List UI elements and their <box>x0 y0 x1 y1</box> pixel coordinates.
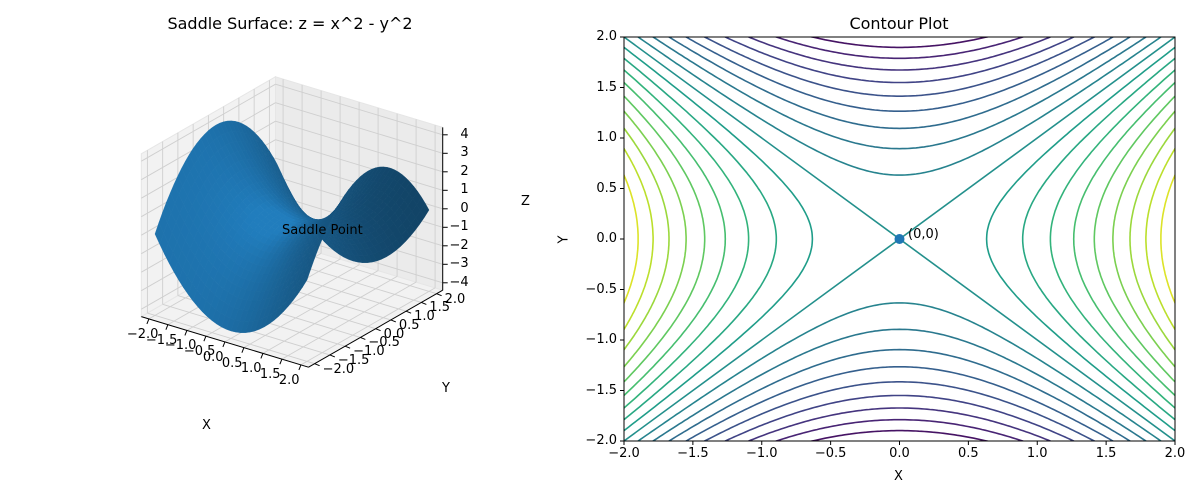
y-axis-tick: −1.0 <box>353 344 385 360</box>
saddle-surface <box>154 120 430 333</box>
saddle-point-annotation: Saddle Point <box>282 223 363 238</box>
contour-line <box>624 173 639 305</box>
saddle-point-marker <box>894 234 905 244</box>
y-axis-label: Y <box>442 381 450 396</box>
contour-x-tick: 1.0 <box>1026 446 1048 461</box>
y-axis-tick: 0.5 <box>398 317 420 333</box>
x-axis-label: X <box>202 418 211 433</box>
contour-line <box>702 37 1097 97</box>
contour-line <box>624 81 727 397</box>
contour-y-tick: 1.0 <box>596 130 617 145</box>
contour-line <box>624 109 687 369</box>
contour-line <box>636 37 1163 176</box>
y-axis-tick: 1.5 <box>429 300 451 316</box>
y-axis-tick: −2.0 <box>322 361 355 377</box>
contour-line <box>624 68 750 410</box>
contour-line <box>1093 95 1175 383</box>
contour-line <box>624 147 654 331</box>
contour-line <box>1021 57 1175 421</box>
z-axis-tick: −1 <box>449 219 469 235</box>
contour-y-tick: 0.0 <box>596 231 617 246</box>
contour-y-tick: −1.0 <box>585 332 617 347</box>
contour-line <box>746 407 1053 441</box>
z-axis-tick: 0 <box>460 200 469 216</box>
contour-chart-title: Contour Plot <box>849 14 949 33</box>
x-axis-tick: −1.0 <box>164 338 197 354</box>
contour-line <box>1145 147 1175 331</box>
contour-line <box>808 37 991 49</box>
contour-y-tick: −1.5 <box>585 382 617 398</box>
x-axis-tick: 1.0 <box>240 361 262 377</box>
surface-3d-plot: Saddle Point <box>140 75 448 371</box>
contour-line <box>684 37 1115 112</box>
contour-line <box>723 37 1076 84</box>
x-axis-tick: −1.5 <box>145 332 178 348</box>
contour-line <box>651 328 1148 441</box>
contour-line <box>985 46 1175 432</box>
z-axis-label: Z <box>521 194 530 209</box>
contour-line <box>636 302 1163 441</box>
y-axis-tick: 0.0 <box>383 326 405 342</box>
contour-line <box>667 37 1132 130</box>
contour-line <box>1129 126 1175 352</box>
contour-x-tick: −0.5 <box>814 446 847 461</box>
x-axis-tick: 1.5 <box>259 367 281 383</box>
contour-x-tick: −1.5 <box>677 446 709 461</box>
contour-y-tick: 1.5 <box>596 79 617 95</box>
contour-line <box>746 37 1053 71</box>
contour-x-tick: −2.0 <box>608 446 640 461</box>
z-axis-tick: −4 <box>449 274 469 290</box>
saddle-point-label: (0,0) <box>908 227 939 242</box>
contour-line <box>651 37 1148 150</box>
y-axis-tick: 2.0 <box>444 291 466 307</box>
contour-y-axis-label: Y <box>556 235 572 244</box>
contour-line <box>684 366 1115 441</box>
x-axis-tick: 0.0 <box>202 349 224 365</box>
contour-x-tick: 0.5 <box>958 446 979 461</box>
contour-line <box>624 126 670 352</box>
z-axis-tick: −3 <box>449 256 469 272</box>
y-axis-tick: −0.5 <box>368 335 400 351</box>
contour-line <box>1112 109 1175 369</box>
x-axis-tick: −0.5 <box>183 344 216 360</box>
contour-x-tick: 1.5 <box>1095 446 1117 461</box>
contour-line <box>624 46 814 432</box>
x-axis-tick: 2.0 <box>278 372 300 388</box>
surface-chart-title: Saddle Surface: z = x^2 - y^2 <box>167 14 413 33</box>
contour-line <box>773 37 1026 60</box>
contour-y-tick: −2.0 <box>585 433 617 448</box>
z-axis-tick: 3 <box>460 145 469 161</box>
contour-y-tick: −0.5 <box>585 281 617 297</box>
y-axis-tick: 1.0 <box>414 309 435 325</box>
contour-line <box>808 429 991 441</box>
contour-x-tick: 2.0 <box>1164 446 1186 461</box>
contour-x-axis-label: X <box>894 469 903 484</box>
contour-line <box>723 394 1076 441</box>
z-axis-tick: 1 <box>460 182 469 198</box>
contour-line <box>667 348 1132 441</box>
y-axis-tick: −1.5 <box>337 352 370 368</box>
contour-y-tick: 2.0 <box>596 29 617 44</box>
contour-line <box>1049 68 1175 410</box>
contour-x-tick: −1.0 <box>745 446 778 461</box>
contour-line <box>624 95 706 383</box>
z-axis-tick: 4 <box>460 126 469 142</box>
contour-line <box>1160 173 1175 305</box>
contour-line <box>1072 81 1175 397</box>
x-axis-tick: 0.5 <box>221 355 243 371</box>
contour-line <box>624 57 778 421</box>
contour-line <box>702 381 1097 441</box>
contour-x-tick: 0.0 <box>889 446 910 461</box>
contour-y-tick: 0.5 <box>596 180 617 196</box>
z-axis-tick: 2 <box>460 163 469 179</box>
contour-line <box>773 418 1026 441</box>
x-axis-tick: −2.0 <box>126 326 159 342</box>
z-axis-tick: −2 <box>449 237 469 253</box>
